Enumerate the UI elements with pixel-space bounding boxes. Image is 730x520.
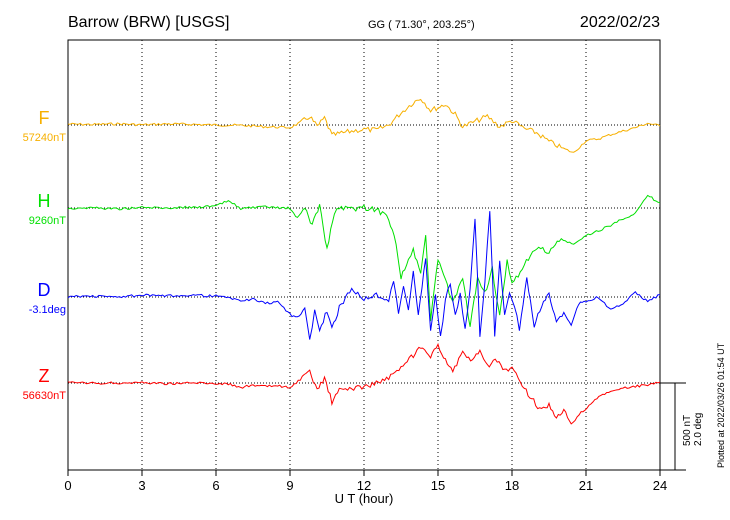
series-line-Z (67, 342, 661, 425)
x-tick-label: 18 (505, 478, 519, 493)
date-label: 2022/02/23 (580, 14, 660, 31)
plotted-at-note: Plotted at 2022/03/26 01:54 UT (716, 342, 726, 468)
series-baseline-F: 57240nT (23, 132, 67, 144)
scale-bar-nt-label: 500 nT (682, 415, 693, 446)
coordinates-label: GG ( 71.30°, 203.25°) (368, 19, 475, 31)
x-tick-label: 9 (286, 478, 293, 493)
series-line-F (67, 98, 661, 153)
series-group (67, 98, 661, 425)
scale-bar: 500 nT 2.0 deg (660, 382, 704, 471)
series-name-Z: Z (39, 366, 50, 386)
grid-lines (141, 40, 587, 470)
x-tick-label: 15 (431, 478, 445, 493)
series-line-D (67, 211, 660, 340)
station-title: Barrow (BRW) [USGS] (68, 14, 230, 31)
series-line-H (67, 194, 661, 327)
series-baseline-H: 9260nT (29, 215, 67, 227)
series-name-H: H (38, 191, 51, 211)
series-labels: F 57240nT H 9260nT D -3.1deg Z 56630nT (23, 108, 67, 402)
series-name-F: F (39, 108, 50, 128)
x-tick-label: 24 (653, 478, 667, 493)
x-tick-label: 3 (138, 478, 145, 493)
series-name-D: D (38, 280, 51, 300)
x-tick-label: 6 (212, 478, 219, 493)
x-tick-label: 0 (64, 478, 71, 493)
scale-bar-deg-label: 2.0 deg (693, 413, 704, 446)
x-tick-label: 21 (579, 478, 593, 493)
x-axis-label: U T (hour) (335, 491, 394, 506)
series-baseline-D: -3.1deg (29, 304, 66, 316)
x-tick-label: 12 (357, 478, 371, 493)
x-axis: 0 3 6 9 12 15 18 21 24 (64, 470, 667, 493)
series-baseline-Z: 56630nT (23, 390, 67, 402)
